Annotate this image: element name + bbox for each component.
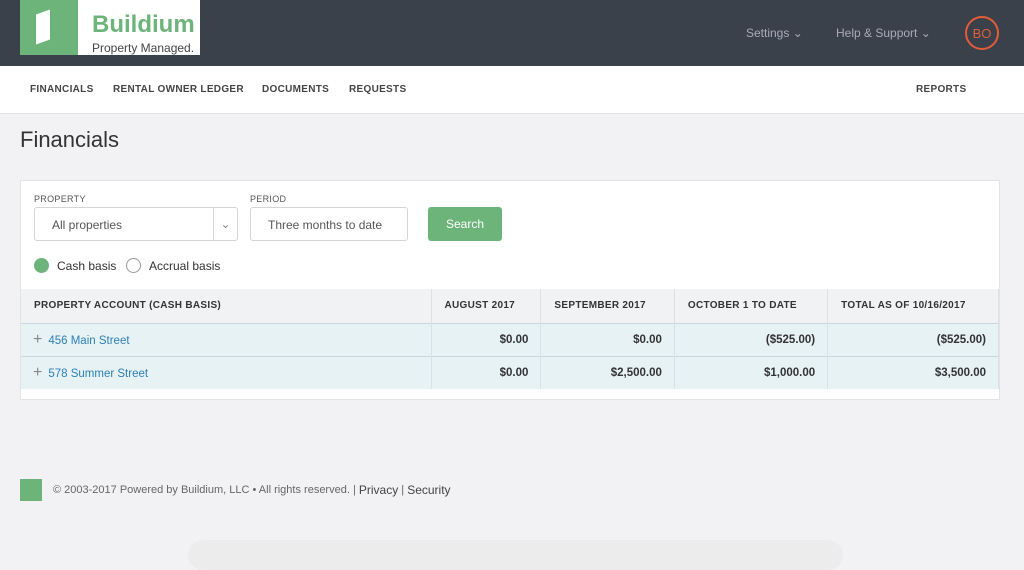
period-value: Three months to date — [268, 218, 383, 232]
settings-menu[interactable]: Settings ⌄ — [746, 26, 803, 40]
expand-plus-icon[interactable]: + — [33, 330, 43, 348]
nav-financials[interactable]: FINANCIALS — [30, 84, 94, 95]
column-header: PROPERTY ACCOUNT (CASH BASIS) — [21, 289, 432, 323]
search-button[interactable]: Search — [428, 207, 502, 241]
nav-rental-owner-ledger[interactable]: RENTAL OWNER LEDGER — [113, 84, 244, 95]
security-link[interactable]: Security — [407, 483, 451, 497]
financials-table: PROPERTY ACCOUNT (CASH BASIS) AUGUST 201… — [21, 289, 999, 389]
column-header: OCTOBER 1 TO DATE — [674, 289, 829, 323]
nav-requests[interactable]: REQUESTS — [349, 84, 407, 95]
top-bar: Buildium Property Managed. Settings ⌄ Hel… — [0, 0, 1024, 66]
amount-cell: ($525.00) — [674, 322, 829, 356]
buildium-logo[interactable]: Buildium Property Managed. — [20, 0, 200, 55]
nav-documents[interactable]: DOCUMENTS — [262, 84, 330, 95]
property-link[interactable]: 578 Summer Street — [48, 367, 149, 380]
period-select[interactable]: Three months to date — [250, 207, 408, 241]
expand-plus-icon[interactable]: + — [33, 363, 43, 381]
cash-basis-radio[interactable]: Cash basis — [34, 258, 116, 273]
total-cell: $3,500.00 — [827, 355, 999, 389]
page-title: Financials — [20, 127, 120, 152]
amount-cell: $0.00 — [540, 322, 675, 356]
nav-reports[interactable]: REPORTS — [916, 84, 967, 95]
accrual-basis-label: Accrual basis — [149, 258, 221, 273]
column-header: TOTAL AS OF 10/16/2017 — [827, 289, 999, 323]
sub-nav: FINANCIALS RENTAL OWNER LEDGER DOCUMENTS… — [0, 66, 1024, 114]
amount-cell: $0.00 — [431, 322, 542, 356]
financials-card: PROPERTY All properties ⌄ PERIOD Three mo… — [20, 180, 1000, 400]
table-row: +578 Summer Street $0.00 $2,500.00 $1,00… — [21, 355, 999, 389]
background-overlay — [188, 540, 843, 570]
logo-tagline: Property Managed. — [92, 41, 195, 55]
help-support-menu[interactable]: Help & Support ⌄ — [836, 26, 931, 40]
separator: | — [401, 484, 405, 496]
copyright-text: © 2003-2017 Powered by Buildium, LLC • A… — [53, 484, 356, 496]
property-cell[interactable]: +578 Summer Street — [21, 355, 432, 389]
radio-checked-icon — [34, 258, 49, 273]
property-select[interactable]: All properties ⌄ — [34, 207, 238, 241]
column-header: SEPTEMBER 2017 — [540, 289, 675, 323]
total-cell: ($525.00) — [827, 322, 999, 356]
logo-mark-icon — [20, 0, 78, 55]
property-link[interactable]: 456 Main Street — [48, 334, 130, 347]
radio-unchecked-icon — [126, 258, 141, 273]
column-header: AUGUST 2017 — [431, 289, 542, 323]
amount-cell: $1,000.00 — [674, 355, 829, 389]
property-cell[interactable]: +456 Main Street — [21, 322, 432, 356]
amount-cell: $2,500.00 — [540, 355, 675, 389]
property-value: All properties — [52, 218, 123, 232]
property-label: PROPERTY — [34, 194, 86, 204]
accrual-basis-radio[interactable]: Accrual basis — [126, 258, 220, 273]
avatar[interactable]: BO — [965, 16, 999, 50]
period-label: PERIOD — [250, 194, 287, 204]
table-row: +456 Main Street $0.00 $0.00 ($525.00) (… — [21, 322, 999, 356]
footer: © 2003-2017 Powered by Buildium, LLC • A… — [20, 479, 451, 501]
chevron-down-icon: ⌄ — [213, 208, 237, 240]
logo-name: Buildium — [92, 11, 195, 38]
cash-basis-label: Cash basis — [57, 258, 117, 273]
table-header: PROPERTY ACCOUNT (CASH BASIS) AUGUST 201… — [21, 289, 999, 323]
amount-cell: $0.00 — [431, 355, 542, 389]
footer-logo-icon — [20, 479, 42, 501]
privacy-link[interactable]: Privacy — [358, 483, 399, 497]
